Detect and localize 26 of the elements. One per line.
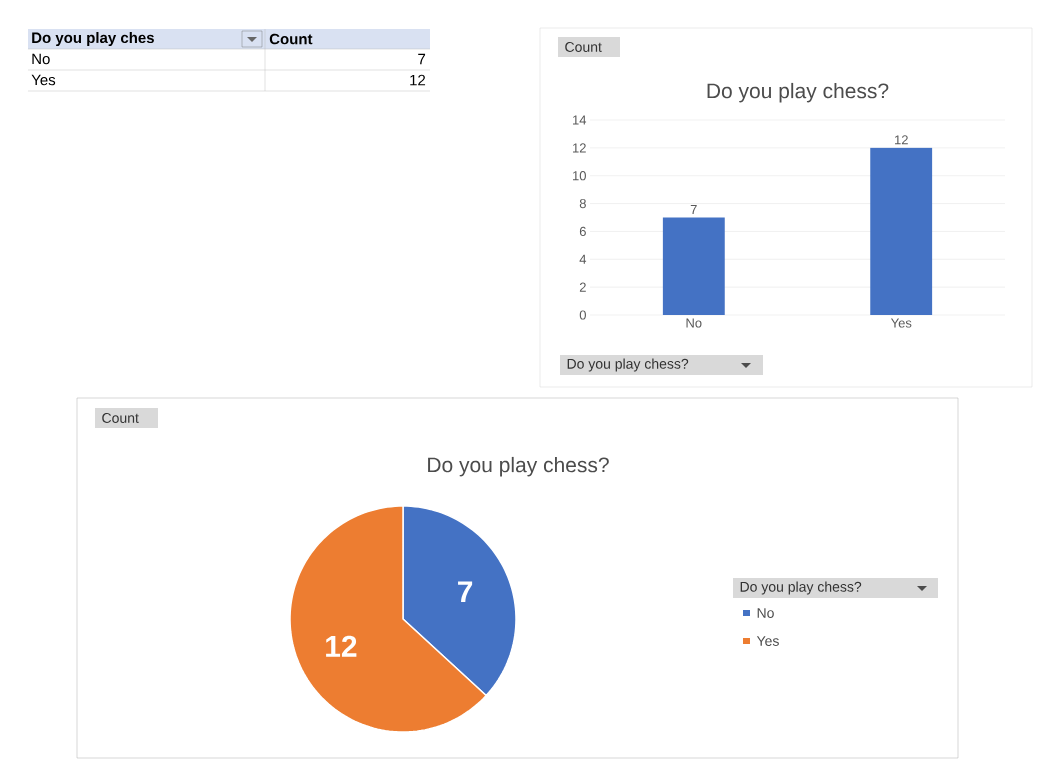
- legend-label: No: [757, 608, 774, 618]
- text: Do you play chess?: [567, 358, 689, 372]
- chart-title: Do you play chess?: [428, 456, 609, 477]
- chart-title: Do you play chess?: [707, 82, 889, 103]
- text: No: [32, 53, 50, 65]
- legend-title: Do you play chess?: [740, 581, 862, 595]
- y-tick-label: 0: [579, 310, 586, 320]
- y-tick-label: 8: [579, 198, 586, 209]
- y-tick-label: 4: [579, 254, 587, 264]
- data-label: 12: [326, 635, 357, 657]
- y-tick-label: 2: [579, 282, 586, 292]
- text: 12: [410, 74, 426, 86]
- y-tick-label: 6: [579, 226, 586, 237]
- text: Count: [269, 33, 313, 45]
- text: Count: [565, 42, 602, 52]
- data-label: 7: [458, 581, 473, 603]
- y-tick-label: 10: [573, 171, 586, 181]
- text: Count: [102, 413, 139, 423]
- text: Yes: [31, 74, 56, 86]
- data-label: 12: [895, 135, 908, 145]
- y-tick-label: 12: [573, 143, 586, 153]
- data-label: 7: [690, 205, 697, 214]
- text: Do you play ches: [32, 32, 154, 46]
- text: 7: [418, 53, 426, 65]
- y-tick-label: 14: [573, 115, 587, 125]
- legend-label: Yes: [756, 636, 779, 646]
